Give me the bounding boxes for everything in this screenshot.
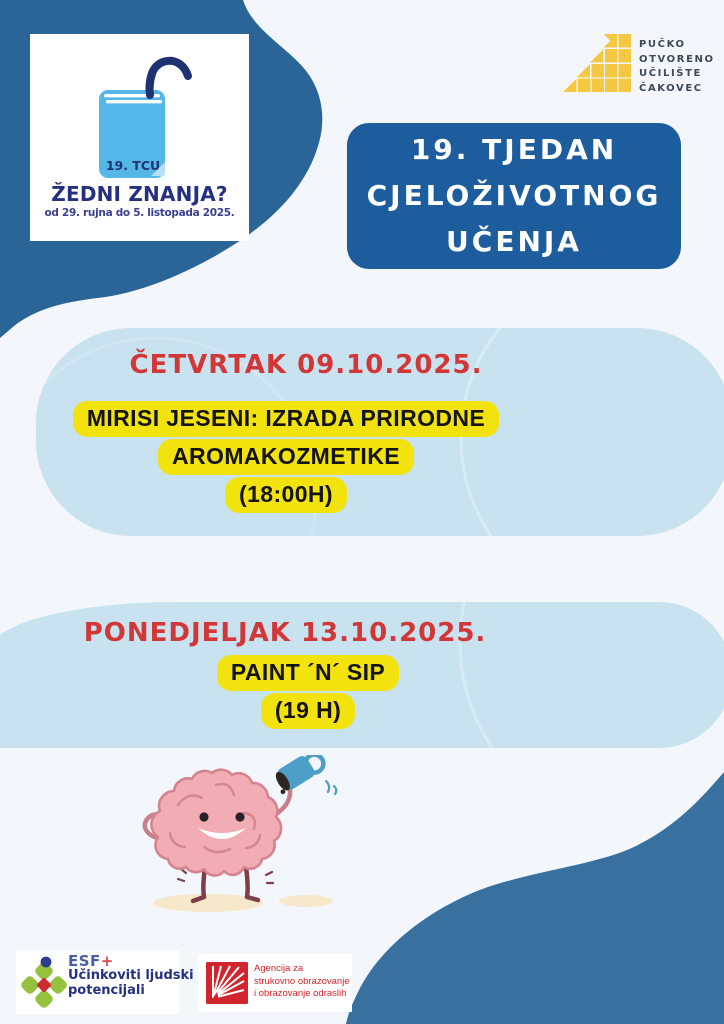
stairs-logo-icon (563, 34, 631, 92)
agency-line: Agencija za (254, 963, 304, 974)
org-logo-line: PUČKO (639, 39, 686, 50)
book-straw-icon: 19. TCU (99, 56, 192, 178)
event-title-highlight: MIRISI JESENI: IZRADA PRIRODNE (72, 401, 500, 437)
esf-logo-block: ESF+ Učinkoviti ljudski potencijali (16, 950, 194, 1014)
poster-title-line: 19. TJEDAN (410, 133, 618, 166)
esf-brand: ESF (68, 952, 101, 970)
event-time-highlight: (19 H) (260, 693, 356, 729)
org-logo-line: OTVORENO (639, 53, 715, 65)
esf-pinwheel-icon (21, 956, 67, 1008)
badge-title: ŽEDNI ZNANJA? (51, 182, 228, 206)
event-band-monday: PONEDJELJAK 13.10.2025. PAINT ´N´ SIP (1… (0, 602, 724, 748)
org-logo: PUČKO OTVORENO UČILIŠTE ČAKOVEC (563, 34, 713, 104)
event-highlight-block: PAINT ´N´ SIP (19 H) (0, 654, 626, 730)
agency-rays-icon (206, 962, 248, 1004)
event-title-highlight: PAINT ´N´ SIP (216, 655, 400, 691)
esf-tagline: potencijali (68, 982, 145, 998)
mug-icon (275, 755, 326, 795)
brain-mascot-illustration (142, 755, 338, 912)
agency-line: strukovno obrazovanje (254, 975, 350, 987)
event-time-highlight: (18:00H) (225, 477, 347, 513)
esf-plus: + (100, 952, 114, 970)
agency-line: i obrazovanje odraslih (254, 988, 347, 999)
org-logo-text: PUČKO OTVORENO UČILIŠTE ČAKOVEC (639, 38, 715, 96)
event-date-heading: PONEDJELJAK 13.10.2025. (83, 618, 487, 648)
bottom-right-blob-shape (346, 772, 724, 1024)
tcu-badge-card: 19. TCU ŽEDNI ZNANJA? od 29. rujna do 5.… (30, 34, 249, 241)
event-date-heading: ČETVRTAK 09.10.2025. (129, 350, 483, 380)
event-title-highlight: AROMAKOZMETIKE (158, 439, 414, 475)
agency-logo-block: Agencija za strukovno obrazovanje i obra… (198, 954, 352, 1012)
badge-subtitle: od 29. rujna do 5. listopada 2025. (44, 207, 235, 219)
tcu-label: 19. TCU (106, 158, 160, 173)
esf-logo-text: ESF+ Učinkoviti ljudski potencijali (68, 953, 194, 998)
org-logo-line: ČAKOVEC (639, 82, 703, 94)
poster-title-box: 19. TJEDAN CJELOŽIVOTNOG UČENJA (347, 123, 681, 269)
poster-title-line: UČENJA (446, 225, 582, 258)
org-logo-line: UČILIŠTE (639, 68, 702, 79)
agency-logo-text: Agencija za strukovno obrazovanje i obra… (254, 963, 350, 1001)
event-band-thursday: ČETVRTAK 09.10.2025. MIRISI JESENI: IZRA… (36, 328, 724, 536)
event-highlight-block: MIRISI JESENI: IZRADA PRIRODNE AROMAKOZM… (36, 400, 536, 514)
esf-tagline: Učinkoviti ljudski (68, 968, 194, 983)
poster-title-line: CJELOŽIVOTNOG (366, 179, 662, 212)
